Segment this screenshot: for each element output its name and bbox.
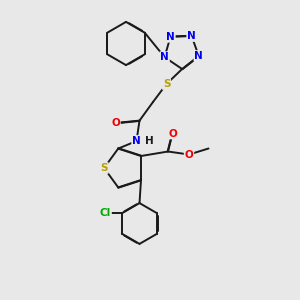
Text: Cl: Cl [100,208,111,218]
Text: S: S [163,79,170,89]
Text: N: N [194,51,203,61]
Text: N: N [160,52,169,62]
Text: N: N [187,31,196,41]
Text: O: O [168,128,177,139]
Text: O: O [184,149,194,160]
Text: H: H [145,136,154,146]
Text: N: N [132,136,141,146]
Text: O: O [111,118,120,128]
Text: S: S [100,163,108,173]
Text: N: N [166,32,175,42]
